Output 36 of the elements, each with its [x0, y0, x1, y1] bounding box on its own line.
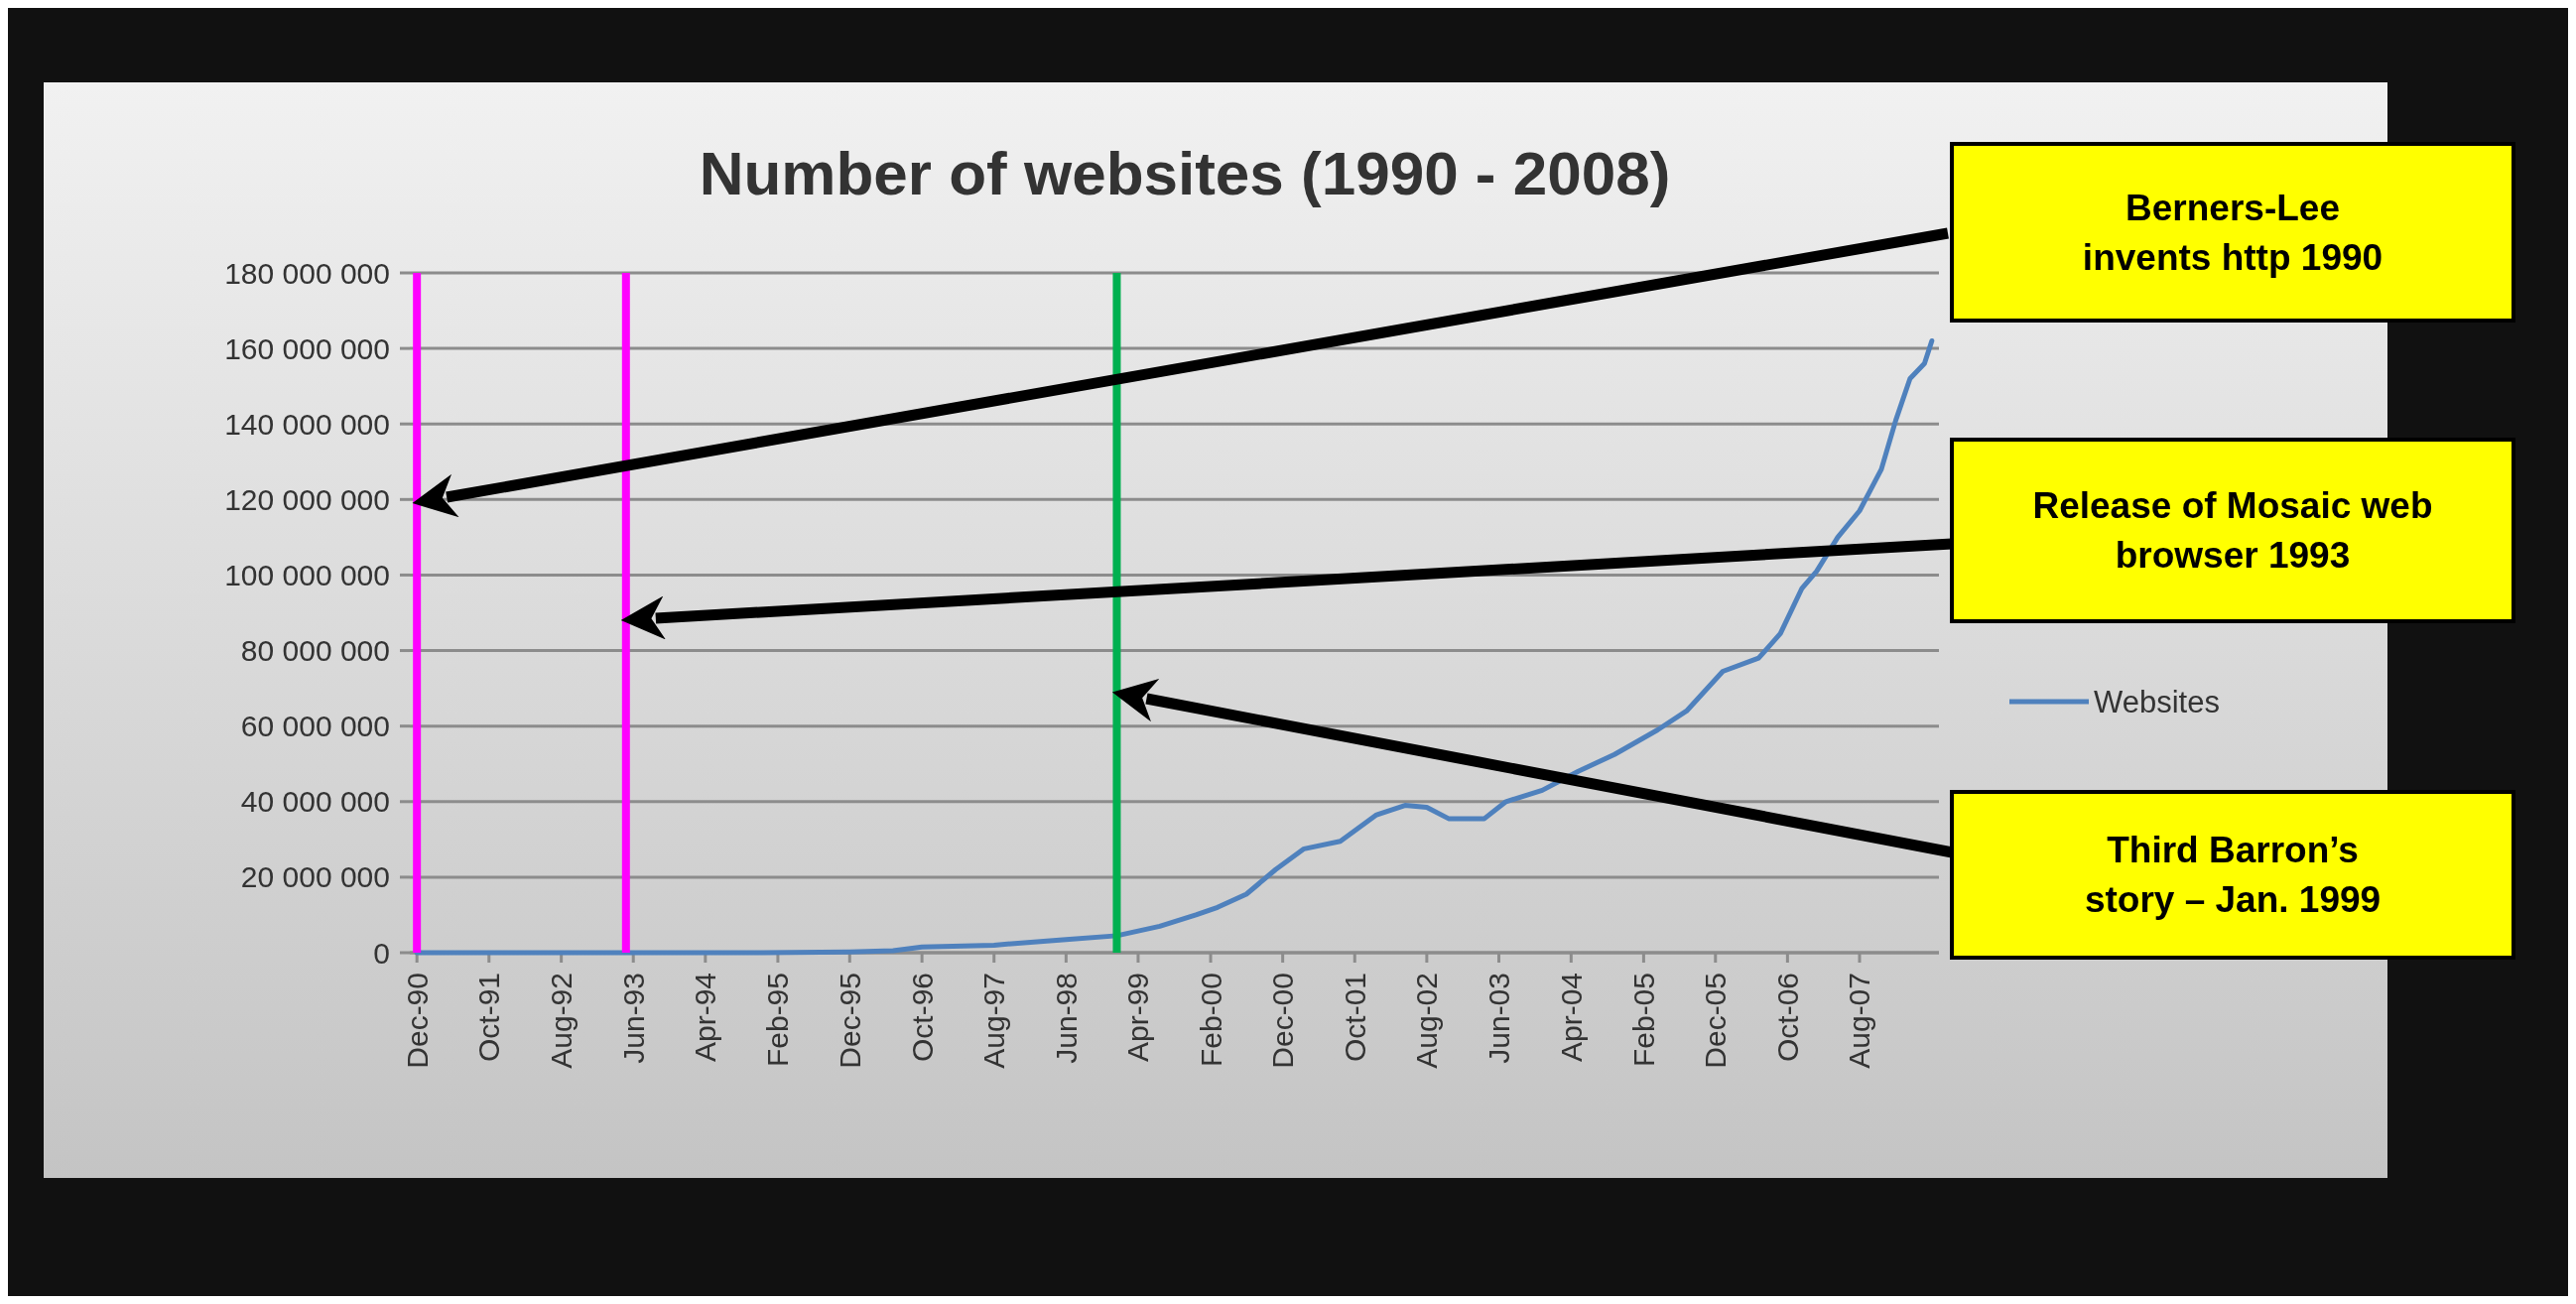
- text: Release of Mosaic web browser 1993: [2032, 485, 2433, 577]
- y-tick-label: 100 000 000: [224, 558, 390, 591]
- text: Berners-Lee invents http 1990: [2082, 187, 2383, 278]
- y-tick-label: 40 000 000: [240, 785, 390, 819]
- y-tick-label: 80 000 000: [240, 634, 390, 668]
- y-tick-label: 60 000 000: [240, 710, 390, 743]
- legend-label: Websites: [2094, 684, 2220, 719]
- y-tick-label: 140 000 000: [224, 407, 390, 441]
- x-tick-label: Oct-91: [472, 973, 506, 1063]
- x-tick-label: Aug-07: [1843, 973, 1876, 1069]
- x-tick-label: Feb-05: [1626, 973, 1660, 1068]
- x-tick-label: Feb-95: [761, 973, 795, 1068]
- x-tick-label: Dec-00: [1266, 973, 1300, 1069]
- y-tick-label: 20 000 000: [240, 860, 390, 894]
- x-tick-label: Oct-96: [905, 973, 939, 1063]
- chart-title: Number of websites (1990 - 2008): [699, 139, 1671, 207]
- y-tick-label: 180 000 000: [224, 256, 390, 290]
- y-tick-label: 160 000 000: [224, 331, 390, 365]
- x-tick-label: Jun-98: [1049, 973, 1083, 1064]
- text: Third Barron’s story – Jan. 1999: [2084, 830, 2382, 921]
- x-tick-label: Dec-90: [400, 973, 434, 1069]
- x-tick-label: Aug-02: [1410, 973, 1444, 1069]
- x-tick-label: Apr-99: [1121, 973, 1155, 1063]
- x-tick-label: Feb-00: [1194, 973, 1227, 1068]
- x-tick-label: Jun-03: [1481, 973, 1515, 1064]
- x-tick-label: Dec-05: [1699, 973, 1733, 1069]
- x-tick-label: Jun-93: [616, 973, 650, 1064]
- x-tick-label: Apr-04: [1554, 973, 1588, 1063]
- y-tick-label: 120 000 000: [224, 482, 390, 516]
- x-tick-label: Aug-97: [977, 973, 1011, 1069]
- x-tick-label: Aug-92: [545, 973, 579, 1069]
- x-tick-label: Oct-01: [1338, 973, 1371, 1063]
- x-tick-label: Oct-06: [1770, 973, 1804, 1063]
- x-tick-label: Apr-94: [689, 973, 722, 1063]
- y-tick-label: 0: [373, 936, 390, 970]
- x-tick-label: Dec-95: [833, 973, 866, 1069]
